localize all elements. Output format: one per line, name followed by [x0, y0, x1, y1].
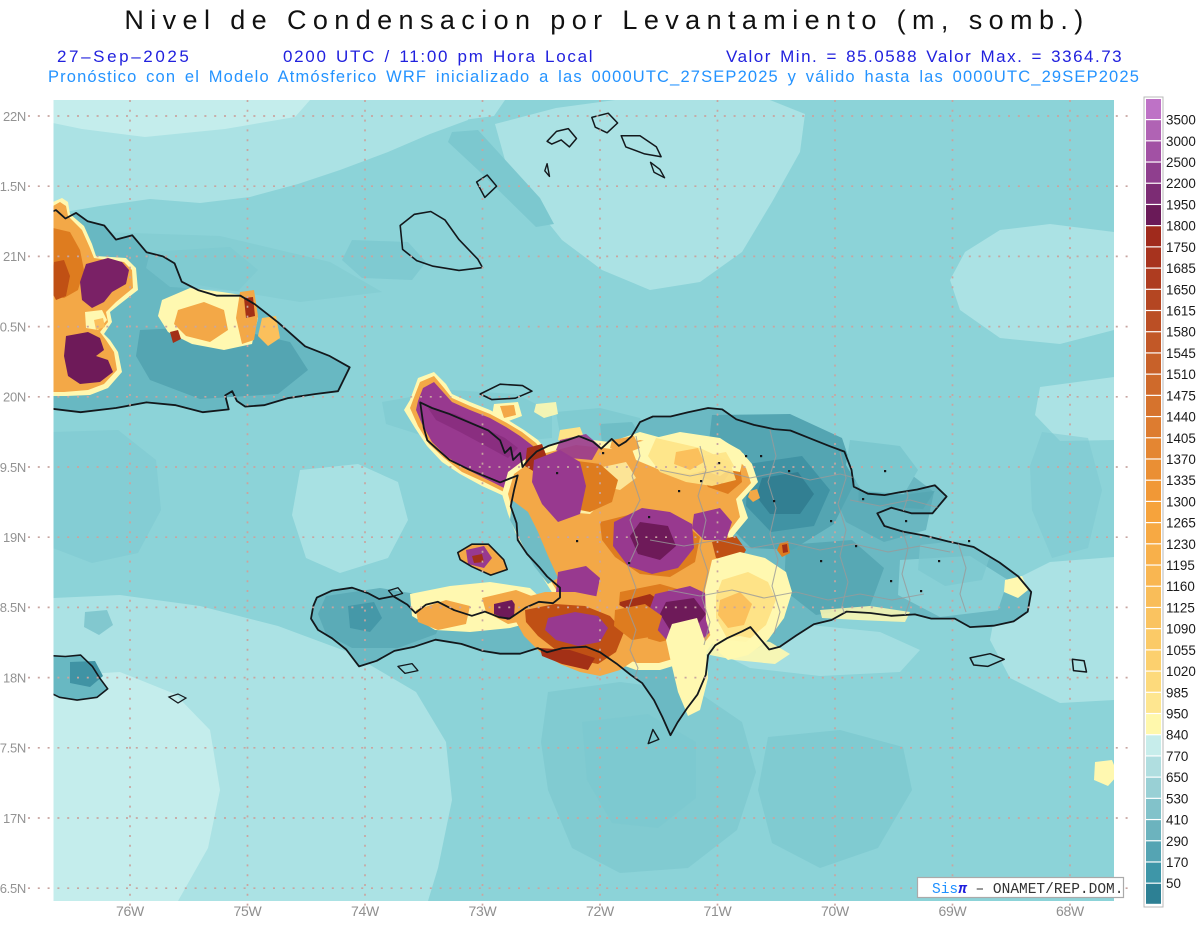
svg-text:3500: 3500 — [1166, 113, 1196, 128]
svg-text:1405: 1405 — [1166, 431, 1196, 446]
svg-text:1195: 1195 — [1166, 558, 1195, 573]
svg-text:1510: 1510 — [1166, 367, 1196, 382]
svg-text:0200 UTC / 11:00 pm Hora Local: 0200 UTC / 11:00 pm Hora Local — [283, 47, 594, 66]
svg-text:0.5N: 0.5N — [0, 319, 26, 334]
svg-text:22N: 22N — [3, 109, 26, 124]
svg-text:50: 50 — [1166, 876, 1181, 891]
svg-text:69W: 69W — [939, 903, 968, 919]
svg-text:72W: 72W — [586, 903, 615, 919]
svg-text:21N: 21N — [3, 249, 26, 264]
svg-text:1580: 1580 — [1166, 325, 1196, 340]
svg-text:1475: 1475 — [1166, 388, 1196, 403]
svg-text:950: 950 — [1166, 707, 1188, 722]
svg-text:1615: 1615 — [1166, 304, 1196, 319]
svg-text:27–Sep–2025: 27–Sep–2025 — [57, 47, 192, 66]
svg-text:840: 840 — [1166, 728, 1188, 743]
svg-text:170: 170 — [1166, 855, 1188, 870]
svg-text:9.5N: 9.5N — [0, 460, 26, 475]
svg-text:Pronóstico con el Modelo Atmós: Pronóstico con el Modelo Atmósferico WRF… — [48, 68, 1140, 86]
svg-text:1300: 1300 — [1166, 494, 1196, 509]
svg-text:Sisπ – ONAMET/REP.DOM.: Sisπ – ONAMET/REP.DOM. — [932, 882, 1123, 898]
svg-text:2200: 2200 — [1166, 176, 1196, 191]
svg-text:1020: 1020 — [1166, 664, 1196, 679]
svg-text:68W: 68W — [1056, 903, 1085, 919]
svg-text:17N: 17N — [3, 811, 26, 826]
svg-text:530: 530 — [1166, 791, 1188, 806]
svg-text:1335: 1335 — [1166, 473, 1196, 488]
svg-text:1125: 1125 — [1166, 601, 1195, 616]
svg-text:7.5N: 7.5N — [0, 741, 26, 756]
svg-text:76W: 76W — [116, 903, 145, 919]
svg-text:75W: 75W — [234, 903, 263, 919]
svg-text:6.5N: 6.5N — [0, 881, 26, 896]
svg-text:1545: 1545 — [1166, 346, 1196, 361]
svg-text:71W: 71W — [704, 903, 733, 919]
svg-text:8.5N: 8.5N — [0, 600, 26, 615]
svg-text:1370: 1370 — [1166, 452, 1196, 467]
svg-text:985: 985 — [1166, 685, 1188, 700]
svg-text:20N: 20N — [3, 390, 26, 405]
svg-text:770: 770 — [1166, 749, 1188, 764]
svg-text:410: 410 — [1166, 813, 1188, 828]
svg-text:18N: 18N — [3, 670, 26, 685]
svg-text:2500: 2500 — [1166, 155, 1196, 170]
svg-text:1090: 1090 — [1166, 622, 1196, 637]
svg-text:1055: 1055 — [1166, 643, 1196, 658]
svg-text:1230: 1230 — [1166, 537, 1196, 552]
svg-text:74W: 74W — [351, 903, 380, 919]
svg-text:1685: 1685 — [1166, 261, 1196, 276]
svg-text:290: 290 — [1166, 834, 1188, 849]
svg-text:650: 650 — [1166, 770, 1188, 785]
svg-text:Nivel de Condensacion por Leva: Nivel de Condensacion por Levantamiento … — [124, 5, 1089, 35]
svg-text:3000: 3000 — [1166, 134, 1196, 149]
svg-text:1800: 1800 — [1166, 219, 1196, 234]
svg-text:1650: 1650 — [1166, 282, 1196, 297]
svg-text:Valor Min. = 85.0588 Valor Ma: Valor Min. = 85.0588 Valor Max. = 3364.7… — [726, 47, 1123, 66]
svg-text:1750: 1750 — [1166, 240, 1196, 255]
svg-text:1.5N: 1.5N — [0, 179, 26, 194]
svg-text:70W: 70W — [821, 903, 850, 919]
svg-text:1440: 1440 — [1166, 410, 1196, 425]
svg-text:73W: 73W — [469, 903, 498, 919]
svg-text:19N: 19N — [3, 530, 26, 545]
svg-text:1265: 1265 — [1166, 516, 1196, 531]
svg-text:1160: 1160 — [1166, 579, 1195, 594]
svg-text:1950: 1950 — [1166, 198, 1196, 213]
